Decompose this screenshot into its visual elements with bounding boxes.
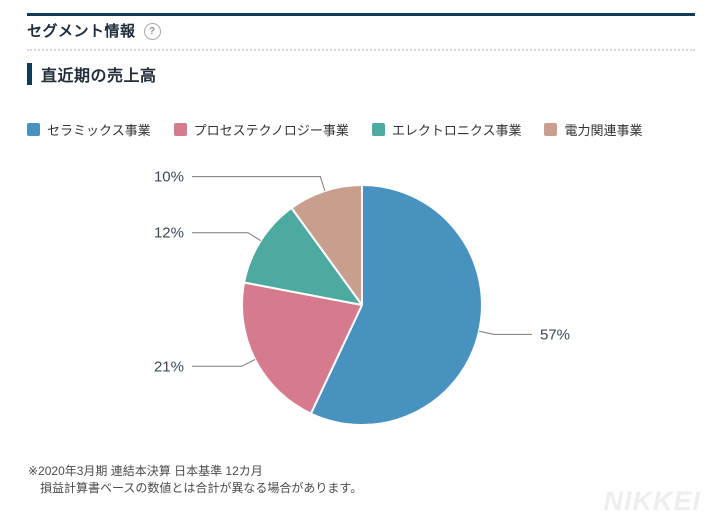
legend-item: 電力関連事業 — [544, 120, 643, 139]
section-accent-bar — [27, 63, 32, 85]
callout-line — [192, 176, 326, 192]
dotted-divider — [27, 49, 695, 51]
panel-header: セグメント情報 ? — [27, 20, 161, 41]
slice-percent-label: 12% — [154, 225, 184, 242]
callout-line — [478, 330, 532, 335]
footnote-line-1: ※2020年3月期 連結本決算 日本基準 12カ月 — [28, 464, 263, 478]
legend-item: プロセステクノロジー事業 — [173, 120, 349, 139]
pie-slice-1[interactable] — [309, 184, 483, 426]
legend-label: エレクトロニクス事業 — [391, 123, 522, 138]
legend-swatch — [27, 123, 40, 136]
top-accent-rule — [27, 13, 695, 16]
legend-swatch — [173, 123, 187, 136]
callout-line — [192, 359, 256, 367]
chart-legend: セラミックス事業 プロセステクノロジー事業 エレクトロニクス事業 電力関連事業 — [27, 120, 666, 139]
legend-swatch — [371, 123, 385, 136]
nikkei-logo: NIKKEI — [603, 486, 701, 516]
footnote: ※2020年3月期 連結本決算 日本基準 12カ月 損益計算書ベースの数値とは合… — [28, 463, 362, 497]
legend-label: セラミックス事業 — [47, 123, 151, 138]
pie-chart: 57% 21% 12% 10% — [0, 155, 714, 455]
callout-line — [192, 232, 261, 242]
section-title: 直近期の売上高 — [41, 68, 157, 85]
legend-item: エレクトロニクス事業 — [371, 120, 522, 139]
page-title: セグメント情報 — [27, 23, 136, 40]
pie-slice-4[interactable] — [290, 184, 363, 306]
section-header: 直近期の売上高 — [27, 62, 157, 86]
legend-label: プロセステクノロジー事業 — [193, 123, 349, 138]
legend-item: セラミックス事業 — [27, 120, 151, 139]
legend-label: 電力関連事業 — [564, 123, 643, 138]
slice-percent-label: 10% — [154, 169, 184, 186]
slice-percent-label: 57% — [540, 326, 570, 343]
footnote-line-2: 損益計算書ベースの数値とは合計が異なる場合があります。 — [40, 481, 363, 495]
help-icon[interactable]: ? — [143, 22, 161, 40]
pie-chart-svg: 57% 21% 12% 10% — [154, 169, 570, 426]
slice-percent-label: 21% — [154, 358, 184, 375]
legend-swatch — [544, 123, 558, 136]
